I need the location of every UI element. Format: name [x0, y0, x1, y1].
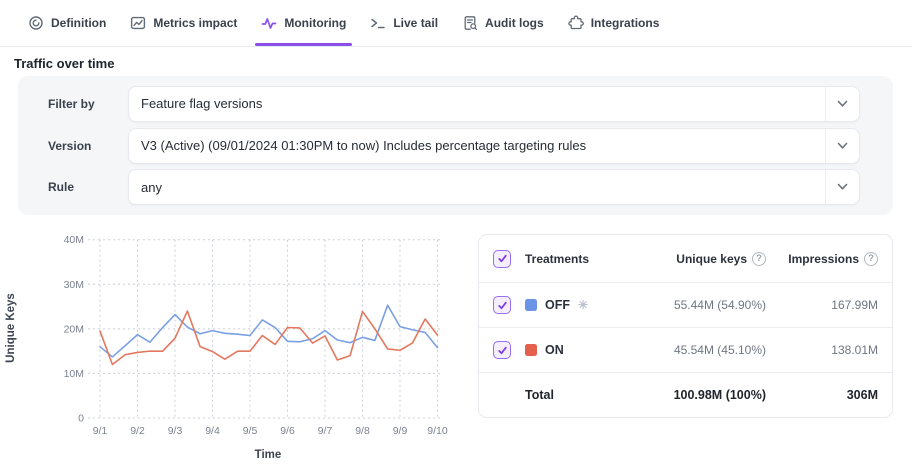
tab-definition[interactable]: Definition: [16, 0, 118, 46]
rule-select[interactable]: any: [128, 169, 860, 206]
on-color-swatch: [525, 344, 537, 356]
svg-text:9/8: 9/8: [355, 425, 370, 437]
tab-metrics-impact[interactable]: Metrics impact: [118, 0, 249, 46]
filter-panel: Filter by Feature flag versions Version …: [18, 76, 893, 215]
table-header-row: Treatments Unique keys ? Impressions ?: [479, 235, 892, 283]
tab-audit-logs[interactable]: Audit logs: [450, 0, 556, 46]
on-unique-keys-value: 45.54M (45.10%): [673, 343, 766, 357]
svg-text:20M: 20M: [64, 323, 84, 335]
impressions-help-icon[interactable]: ?: [864, 251, 878, 266]
on-treatment-label: ON: [545, 343, 564, 357]
tab-bar: Definition Metrics impact Monitoring Liv…: [0, 0, 912, 47]
definition-icon: [28, 15, 44, 31]
page-title: Traffic over time: [14, 56, 115, 71]
svg-text:9/9: 9/9: [393, 425, 408, 437]
version-label: Version: [48, 138, 92, 153]
svg-text:40M: 40M: [64, 234, 84, 246]
off-unique-keys-value: 55.44M (54.90%): [673, 298, 766, 312]
treatments-table: Treatments Unique keys ? Impressions ? O…: [478, 234, 893, 418]
svg-text:9/3: 9/3: [168, 425, 183, 437]
select-all-checkbox[interactable]: [493, 249, 511, 268]
off-impressions-value: 167.99M: [831, 298, 878, 312]
total-impressions-value: 306M: [846, 388, 878, 402]
svg-text:0: 0: [78, 413, 84, 425]
tab-metrics-impact-label: Metrics impact: [153, 16, 238, 30]
metrics-impact-icon: [130, 15, 146, 31]
live-tail-icon: [370, 15, 386, 31]
svg-text:9/2: 9/2: [130, 425, 145, 437]
tab-audit-logs-label: Audit logs: [485, 16, 544, 30]
off-row-checkbox[interactable]: [493, 296, 511, 314]
svg-text:30M: 30M: [64, 279, 84, 291]
svg-text:9/10: 9/10: [427, 425, 448, 437]
tab-monitoring-label: Monitoring: [284, 16, 347, 30]
tab-integrations[interactable]: Integrations: [556, 0, 672, 46]
table-row-on: ON 45.54M (45.10%) 138.01M: [479, 328, 892, 373]
rule-value: any: [141, 179, 162, 195]
total-label: Total: [525, 388, 554, 402]
svg-text:9/6: 9/6: [280, 425, 295, 437]
audit-logs-icon: [462, 15, 478, 31]
svg-text:9/7: 9/7: [318, 425, 333, 437]
tab-definition-label: Definition: [51, 16, 107, 30]
svg-text:Unique Keys: Unique Keys: [5, 293, 17, 363]
svg-text:10M: 10M: [64, 368, 84, 380]
svg-text:9/1: 9/1: [93, 425, 108, 437]
filter-by-select[interactable]: Feature flag versions: [128, 85, 860, 122]
unique-keys-column-header: Unique keys: [676, 251, 747, 266]
filter-by-value: Feature flag versions: [141, 96, 263, 112]
version-value: V3 (Active) (09/01/2024 01:30PM to now) …: [141, 138, 587, 153]
on-row-checkbox[interactable]: [493, 341, 511, 359]
svg-text:Time: Time: [255, 449, 282, 461]
unique-keys-help-icon[interactable]: ?: [752, 251, 766, 266]
filter-row-version: Version V3 (Active) (09/01/2024 01:30PM …: [48, 125, 860, 167]
chevron-down-icon[interactable]: [825, 128, 859, 163]
tab-monitoring[interactable]: Monitoring: [249, 0, 358, 46]
traffic-chart: 0 10M 20M 30M 40M 9/1 9/2 9/3 9/4 9/5 9/6 9/7 9/8 9/9…: [0, 227, 470, 470]
svg-text:9/5: 9/5: [243, 425, 258, 437]
tab-live-tail-label: Live tail: [393, 16, 439, 30]
rule-label: Rule: [48, 180, 75, 195]
table-total-row: Total 100.98M (100%) 306M: [479, 373, 892, 417]
tab-live-tail[interactable]: Live tail: [358, 0, 450, 46]
impressions-column-header: Impressions: [788, 251, 859, 266]
default-treatment-icon: ✳: [578, 298, 589, 312]
filter-row-filter-by: Filter by Feature flag versions: [48, 83, 860, 125]
filter-by-label: Filter by: [48, 96, 95, 111]
chevron-down-icon[interactable]: [825, 170, 859, 205]
chevron-down-icon[interactable]: [825, 86, 859, 121]
filter-row-rule: Rule any: [48, 166, 860, 208]
on-impressions-value: 138.01M: [831, 343, 878, 357]
version-select[interactable]: V3 (Active) (09/01/2024 01:30PM to now) …: [128, 127, 860, 164]
svg-text:9/4: 9/4: [205, 425, 220, 437]
integrations-icon: [568, 15, 584, 31]
off-treatment-label: OFF: [545, 298, 570, 312]
treatments-column-header: Treatments: [525, 251, 590, 266]
table-row-off: OFF ✳ 55.44M (54.90%) 167.99M: [479, 283, 892, 328]
total-unique-keys-value: 100.98M (100%): [673, 388, 766, 402]
tab-integrations-label: Integrations: [590, 16, 660, 30]
off-color-swatch: [525, 299, 537, 311]
monitoring-icon: [261, 15, 277, 31]
